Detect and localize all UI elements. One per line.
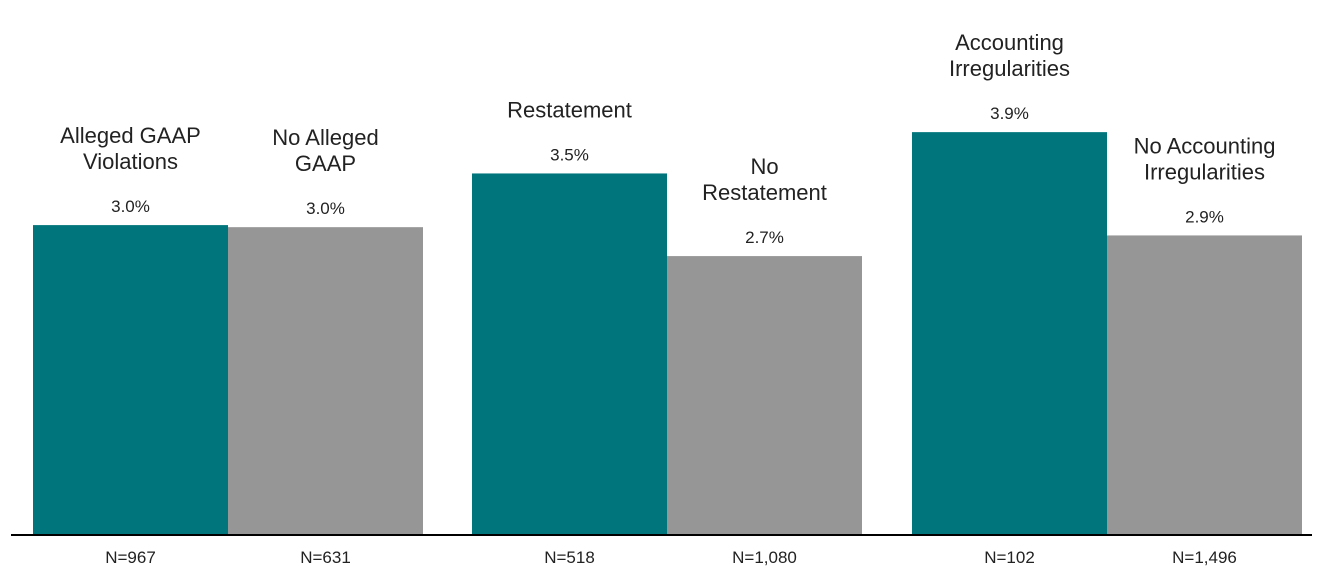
bar [472, 173, 667, 535]
bar [228, 227, 423, 535]
value-label: 3.5% [550, 145, 589, 164]
value-label: 3.0% [111, 197, 150, 216]
category-label: Alleged GAAP Violations [60, 123, 201, 174]
value-label: 3.9% [990, 104, 1029, 123]
bar [912, 132, 1107, 535]
bar [667, 256, 862, 535]
value-label: 3.0% [306, 199, 345, 218]
sample-size-label: N=102 [984, 548, 1035, 567]
sample-size-label: N=1,496 [1172, 548, 1237, 567]
category-label: No Accounting Irregularities [1134, 133, 1276, 184]
sample-size-label: N=1,080 [732, 548, 797, 567]
category-label: Accounting Irregularities [949, 30, 1070, 81]
category-label: No Restatement [702, 154, 827, 205]
bar [1107, 235, 1302, 535]
value-label: 2.7% [745, 228, 784, 247]
sample-size-label: N=518 [544, 548, 595, 567]
sample-size-label: N=967 [105, 548, 156, 567]
value-label: 2.9% [1185, 207, 1224, 226]
sample-size-label: N=631 [300, 548, 351, 567]
category-label: Restatement [507, 97, 632, 122]
bars-layer [33, 132, 1302, 535]
labels-layer: 3.0% Alleged GAAP Violations N=967 3.0% No Al… [60, 30, 1275, 567]
bar [33, 225, 228, 535]
category-label: No Alleged GAAP [272, 125, 378, 176]
